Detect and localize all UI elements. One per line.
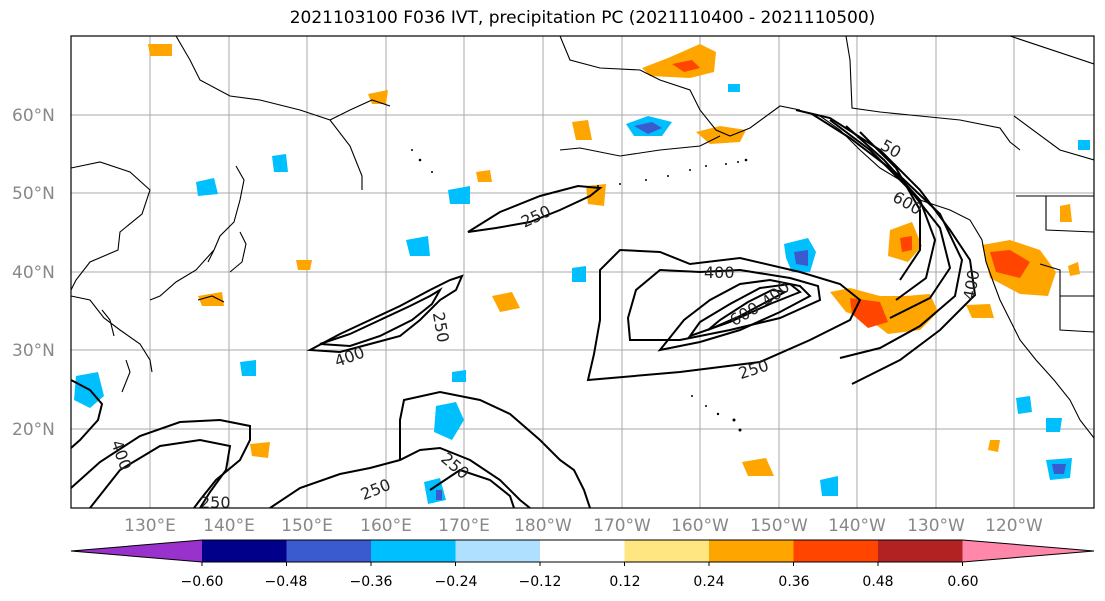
- lon-label: 140°E: [203, 516, 255, 536]
- lat-label: 60°N: [12, 106, 55, 126]
- lon-label: 130°W: [907, 516, 965, 536]
- colorbar-tick-label: 0.24: [693, 574, 724, 590]
- latitude-labels: 60°N 50°N 40°N 30°N 20°N: [12, 106, 55, 440]
- colorbar-tick-label: 0.12: [609, 574, 640, 590]
- map-title: 2021103100 F036 IVT, precipitation PC (2…: [289, 8, 876, 28]
- colorbar-tick-label: −0.24: [435, 574, 478, 590]
- colorbar-tick-label: −0.48: [265, 574, 308, 590]
- ivt-contours: [71, 109, 977, 508]
- lon-label: 130°E: [124, 516, 176, 536]
- lat-label: 20°N: [12, 420, 55, 440]
- colorbar-tick-label: 0.48: [862, 574, 893, 590]
- lon-label: 180°W: [514, 516, 572, 536]
- colorbar-tick-label: 0.60: [947, 574, 978, 590]
- lon-label: 170°E: [438, 516, 490, 536]
- colorbar-tick-label: 0.36: [778, 574, 809, 590]
- contour-label: 400: [704, 263, 735, 282]
- colorbar-segment: [540, 540, 625, 562]
- lon-label: 120°W: [985, 516, 1043, 536]
- coastlines: [71, 36, 1094, 439]
- colorbar-extend-low: [71, 540, 202, 562]
- lon-label: 140°W: [828, 516, 886, 536]
- colorbar-segment: [624, 540, 710, 562]
- lon-label: 170°W: [593, 516, 651, 536]
- lat-label: 50°N: [12, 184, 55, 204]
- colorbar-segment: [793, 540, 879, 562]
- map-border: [70, 35, 1095, 509]
- colorbar-tick-label: −0.12: [519, 574, 562, 590]
- colorbar-segment: [371, 540, 456, 562]
- lon-label: 160°W: [671, 516, 729, 536]
- gridlines: [71, 36, 1094, 508]
- colorbar-extend-high: [962, 540, 1094, 562]
- colorbar-segment: [878, 540, 963, 562]
- colorbar-ticks: −0.60 −0.48 −0.36 −0.24 −0.12 0.12 0.24 …: [181, 574, 979, 590]
- longitude-labels: 130°E 140°E 150°E 160°E 170°E 180°W 170°…: [124, 516, 1043, 536]
- colorbar-segment: [455, 540, 541, 562]
- colorbar-segment: [286, 540, 372, 562]
- colorbar-segment: [202, 540, 287, 562]
- lon-label: 160°E: [360, 516, 412, 536]
- lat-label: 40°N: [12, 263, 55, 283]
- colorbar: [70, 539, 1095, 566]
- lon-label: 150°W: [750, 516, 808, 536]
- colorbar-tick-label: −0.36: [350, 574, 393, 590]
- lon-label: 150°E: [281, 516, 333, 536]
- lat-label: 30°N: [12, 341, 55, 361]
- precip-positive-patches: [148, 44, 1080, 476]
- dateline-islands: [411, 149, 748, 432]
- colorbar-segment: [709, 540, 794, 562]
- contour-label: 250: [200, 493, 231, 512]
- colorbar-tick-label: −0.60: [181, 574, 224, 590]
